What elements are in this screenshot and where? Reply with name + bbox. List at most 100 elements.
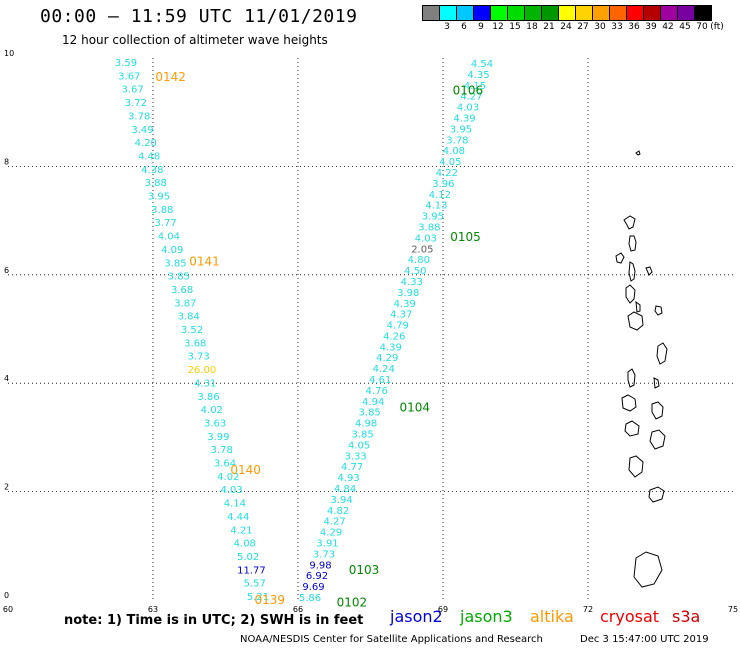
wave-height-value: 9.69	[302, 582, 324, 593]
wave-height-value: 3.84	[178, 312, 200, 323]
legend-swatch	[456, 5, 474, 21]
wave-height-value: 5.86	[299, 593, 321, 604]
wave-height-value: 3.88	[151, 205, 173, 216]
wave-height-value: 4.22	[436, 168, 458, 179]
legend-label: 70	[696, 22, 708, 32]
island-outline	[628, 261, 636, 282]
wave-height-value: 3.87	[174, 298, 196, 309]
lon-tick-label: 69	[438, 605, 448, 614]
legend-label: 24	[560, 22, 572, 32]
legend-label: 27	[577, 22, 589, 32]
wave-height-value: 3.49	[131, 125, 153, 136]
wave-height-value: 4.03	[220, 485, 242, 496]
wave-height-value: 4.39	[380, 342, 402, 353]
island-outline	[648, 486, 665, 503]
wave-height-value: 11.77	[237, 565, 266, 576]
wave-height-value: 4.84	[334, 484, 356, 495]
legend-label: 6	[461, 22, 467, 32]
track-label: 0142	[155, 70, 186, 84]
wave-height-value: 4.21	[230, 525, 252, 536]
wave-height-value: 4.35	[467, 70, 489, 81]
graticule-grid	[8, 58, 733, 600]
wave-height-value: 3.85	[164, 258, 186, 269]
legend-swatch	[439, 5, 457, 21]
wave-height-value: 3.95	[422, 212, 444, 223]
wave-height-value: 3.91	[316, 539, 338, 550]
legend-label: 36	[628, 22, 640, 32]
legend-unit: (ft)	[710, 22, 724, 32]
wave-height-value: 3.88	[145, 178, 167, 189]
wave-height-value: 4.29	[376, 353, 398, 364]
lon-tick-label: 72	[583, 605, 593, 614]
wave-height-value: 4.33	[401, 277, 423, 288]
wave-height-value: 3.96	[432, 179, 454, 190]
lat-tick-label: 4	[4, 374, 9, 383]
color-legend-labels: 3 6 9 12 15 18 21 24 27 30 33 36 39 42 45 70 (ft)	[422, 22, 740, 34]
wave-height-value: 3.64	[214, 459, 236, 470]
wave-height-value: 4.27	[323, 517, 345, 528]
wave-height-value: 3.78	[128, 111, 150, 122]
track-label: 0141	[189, 254, 220, 268]
legend-label: 30	[594, 22, 606, 32]
island-outline	[627, 311, 644, 331]
satellite-cryosat: cryosat	[600, 607, 660, 626]
wave-height-value: 4.39	[453, 113, 475, 124]
lat-tick-label: 10	[4, 49, 14, 58]
wave-height-value: 5.02	[237, 552, 259, 563]
legend-swatch	[592, 5, 610, 21]
legend-label: 45	[679, 22, 691, 32]
island-coastlines	[615, 150, 668, 588]
wave-height-value: 2.05	[411, 244, 433, 255]
wave-height-value: 4.24	[373, 364, 395, 375]
legend-swatch	[575, 5, 593, 21]
wave-height-value: 3.85	[359, 408, 381, 419]
track-label: 0104	[400, 401, 431, 415]
wave-height-value: 3.59	[115, 58, 137, 69]
credit-line: NOAA/NESDIS Center for Satellite Applica…	[240, 634, 543, 645]
wave-height-value: 4.79	[387, 321, 409, 332]
legend-swatch	[507, 5, 525, 21]
wave-height-value: 3.95	[450, 124, 472, 135]
legend-swatch	[558, 5, 576, 21]
wave-height-value: 3.68	[171, 285, 193, 296]
wave-height-value: 4.12	[429, 190, 451, 201]
legend-label: 21	[543, 22, 555, 32]
island-outline	[654, 305, 663, 316]
legend-swatch	[694, 5, 712, 21]
track-label: 0139	[255, 593, 286, 607]
wave-height-value: 3.52	[181, 325, 203, 336]
wave-height-value: 4.80	[408, 255, 430, 266]
island-outline	[635, 150, 641, 156]
legend-swatch	[422, 5, 440, 21]
legend-swatch	[490, 5, 508, 21]
lat-tick-label: 2	[4, 483, 9, 492]
track-b-values: 4.544.354.154.274.034.393.953.784.084.05…	[299, 59, 493, 604]
wave-height-value: 4.05	[439, 157, 461, 168]
island-outline	[645, 266, 653, 276]
wave-height-value: 3.85	[168, 272, 190, 283]
wave-height-value: 4.02	[217, 472, 239, 483]
wave-height-value: 4.29	[320, 528, 342, 539]
lat-tick-label: 0	[4, 591, 9, 600]
island-outline	[635, 300, 641, 313]
legend-label: 42	[662, 22, 674, 32]
track-label: 0106	[453, 84, 484, 98]
legend-label: 9	[478, 22, 484, 32]
wave-height-value: 4.50	[404, 266, 426, 277]
island-outline	[628, 455, 644, 478]
wave-height-value: 4.27	[460, 92, 482, 103]
legend-swatch	[677, 5, 695, 21]
wave-height-value: 4.82	[327, 506, 349, 517]
wave-height-value: 3.94	[330, 495, 352, 506]
wave-height-value: 4.02	[201, 405, 223, 416]
footnote: note: 1) Time is in UTC; 2) SWH is in fe…	[64, 613, 364, 628]
lat-tick-label: 6	[4, 266, 9, 275]
legend-swatch	[524, 5, 542, 21]
wave-height-value: 3.99	[207, 432, 229, 443]
wave-height-value: 3.67	[121, 85, 143, 96]
wave-height-value: 5.21	[247, 592, 269, 603]
wave-height-value: 4.38	[141, 165, 163, 176]
lat-tick-label: 8	[4, 157, 9, 166]
lon-tick-label: 75	[728, 605, 738, 614]
map-subtitle: 12 hour collection of altimeter wave hei…	[62, 33, 328, 47]
